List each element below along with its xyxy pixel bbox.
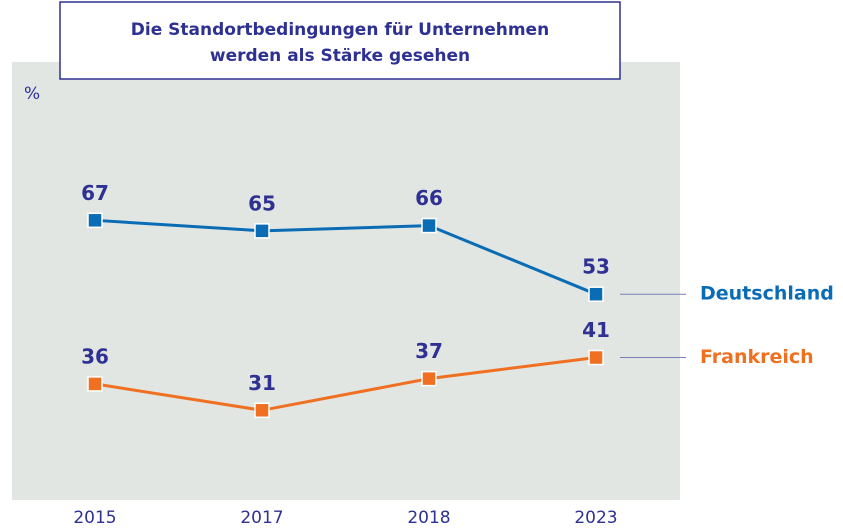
x-tick-label: 2017 [240,508,283,528]
data-label: 66 [415,186,443,210]
x-tick-label: 2023 [574,508,617,528]
data-point [87,376,103,392]
data-point [254,223,270,239]
title-box [59,1,621,80]
data-label: 31 [248,371,276,395]
data-label: 36 [81,344,109,368]
chart-title: Die Standortbedingungen für Unternehmen [131,20,549,40]
legend-label: Deutschland [700,283,834,305]
data-point [421,370,437,387]
data-label: 53 [582,255,610,279]
series-line [94,356,597,412]
chart-title: werden als Stärke gesehen [210,46,470,66]
plot-area [12,62,680,500]
x-tick-label: 2018 [407,508,450,528]
y-axis-label: % [24,84,40,104]
data-label: 67 [81,181,109,205]
data-point [588,286,604,302]
data-label: 37 [415,339,443,363]
x-tick-label: 2015 [73,508,116,528]
data-label: 41 [582,318,610,342]
data-point [254,402,270,419]
data-point [87,212,103,229]
series-line [94,218,597,296]
data-point [588,349,604,366]
legend-label: Frankreich [700,346,814,368]
data-point [421,217,437,234]
data-label: 65 [248,191,276,215]
